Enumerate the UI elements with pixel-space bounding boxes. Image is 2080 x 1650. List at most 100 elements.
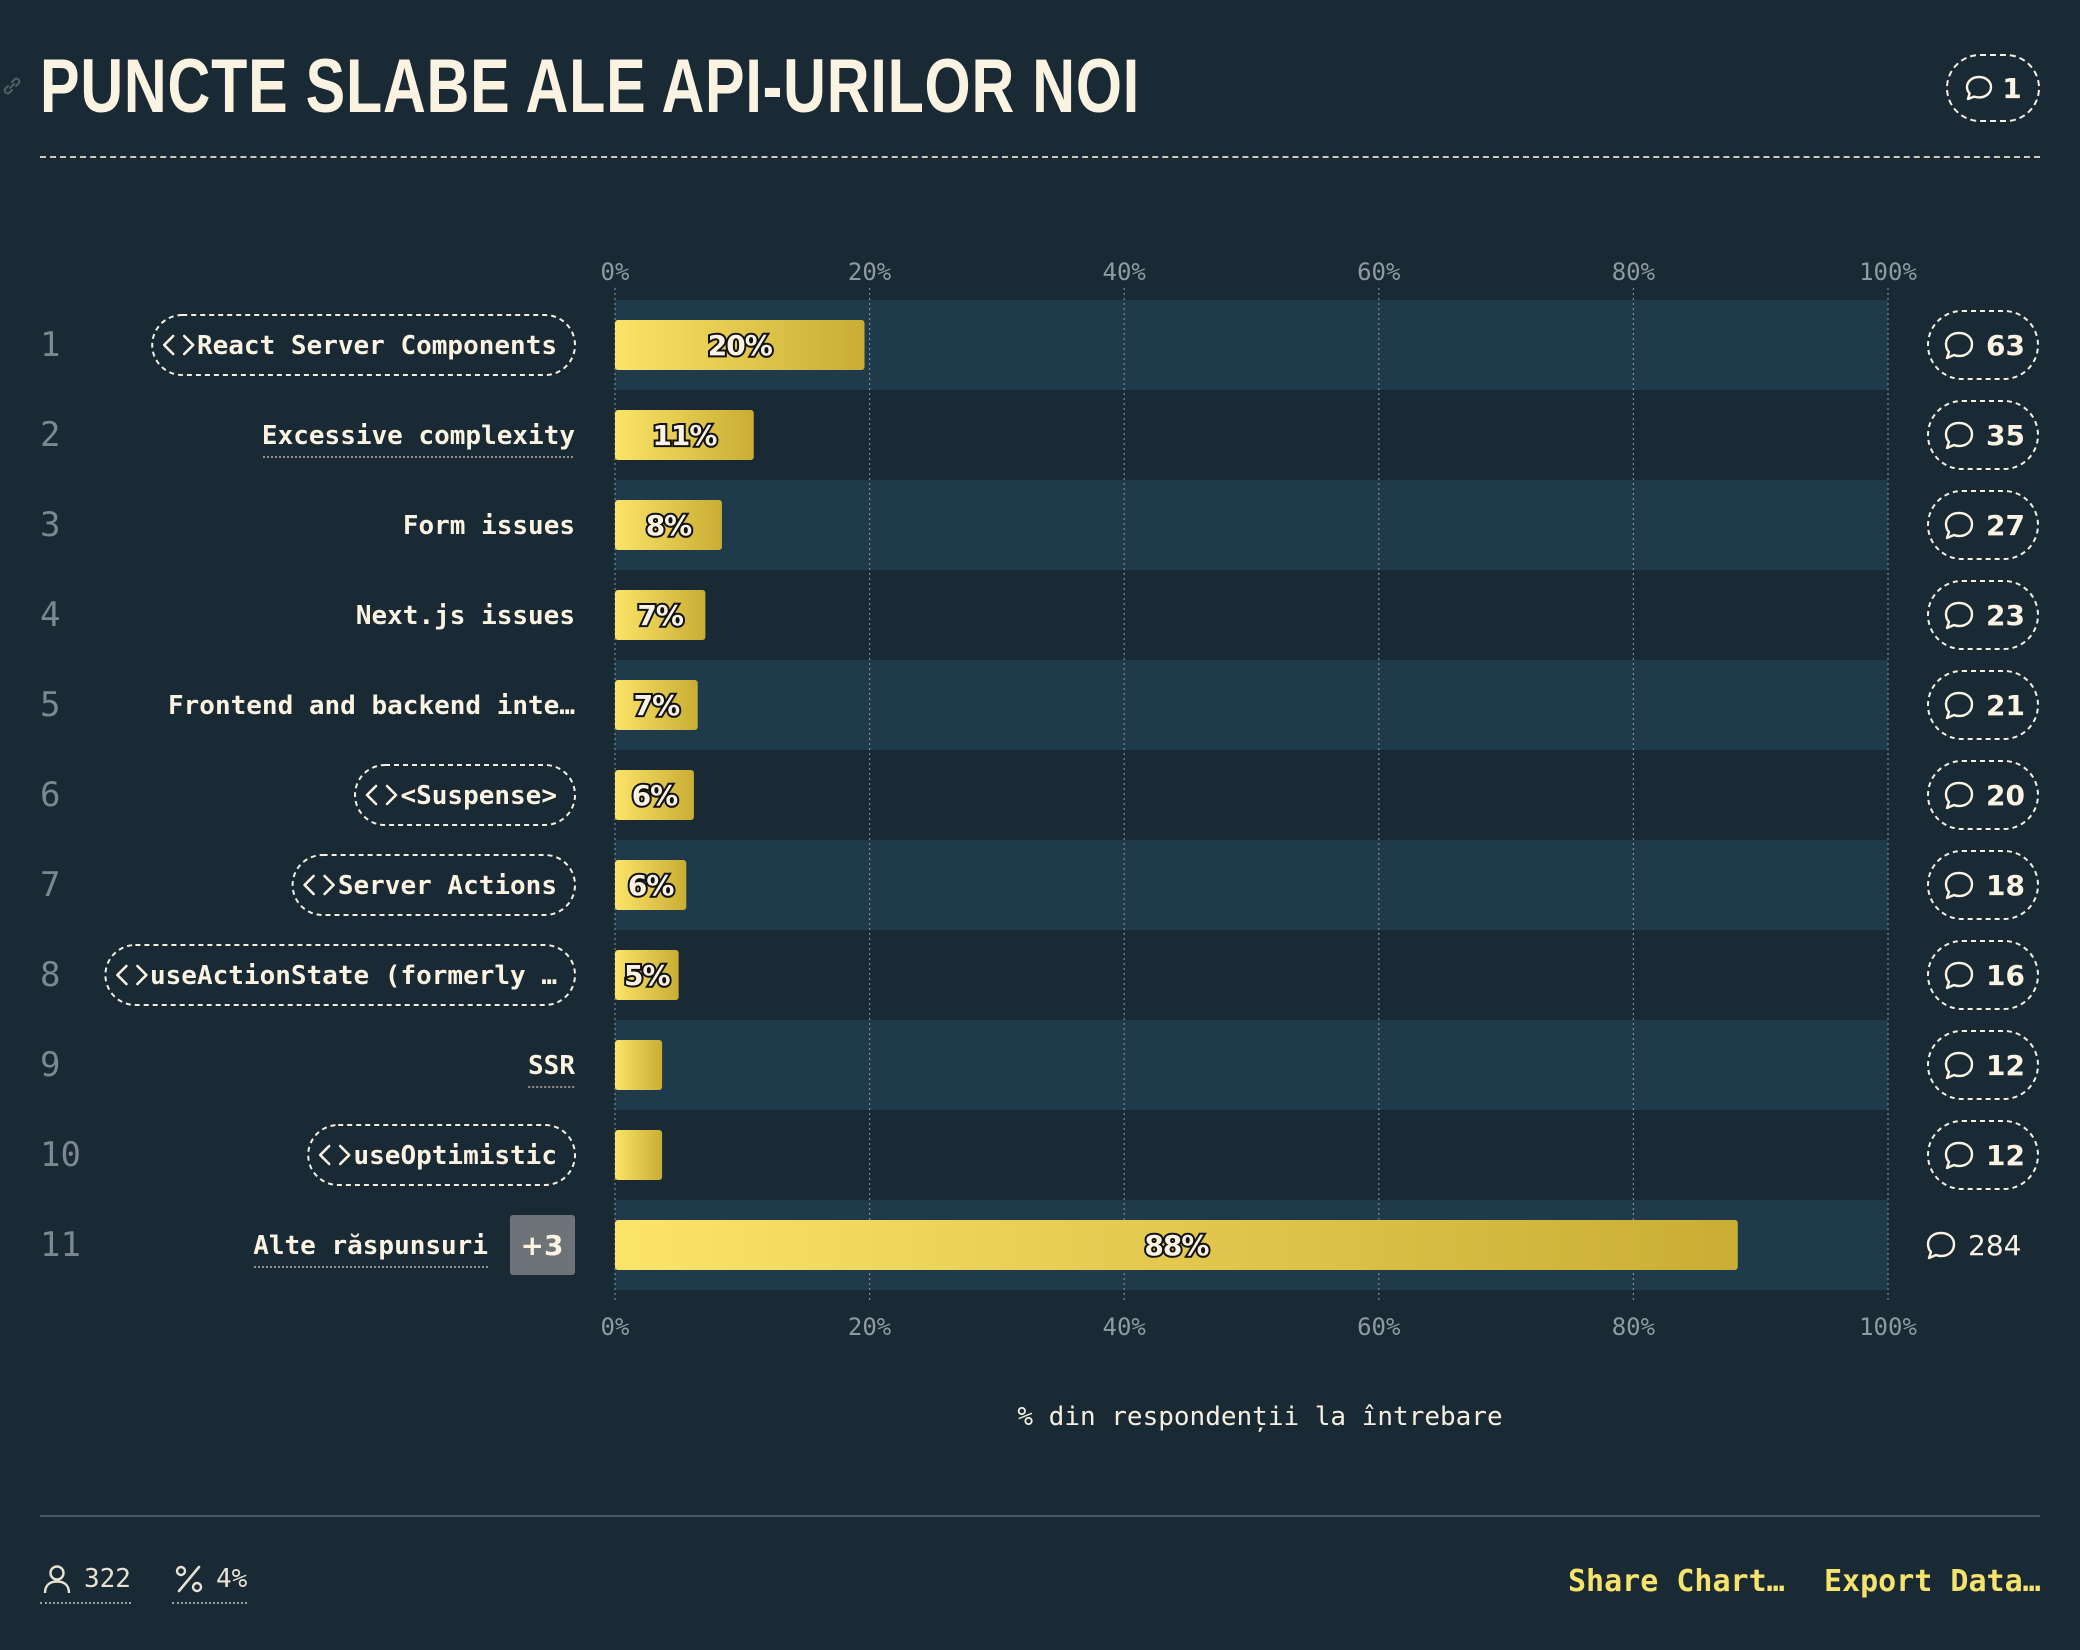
comment-count[interactable]: 12 bbox=[1986, 1139, 2025, 1172]
comment-count-button[interactable]: 35 bbox=[1927, 400, 2039, 470]
category-label-text[interactable]: Frontend and backend inte… bbox=[168, 691, 575, 721]
comment-count-button[interactable]: 20 bbox=[1927, 760, 2039, 830]
category-label[interactable]: Form issues bbox=[403, 511, 575, 541]
code-icon bbox=[338, 1144, 351, 1166]
row-rank: 3 bbox=[40, 505, 60, 545]
bar[interactable] bbox=[615, 500, 722, 550]
bar[interactable] bbox=[615, 770, 694, 820]
export-data-button[interactable]: Export Data… bbox=[1824, 1564, 2041, 1599]
x-tick-label-top: 100% bbox=[1859, 258, 1917, 286]
category-label[interactable]: +3 Alte răspunsuri bbox=[253, 1215, 575, 1275]
category-label[interactable]: Next.js issues bbox=[356, 601, 575, 631]
category-label[interactable]: useOptimistic bbox=[307, 1124, 576, 1186]
share-chart-button[interactable]: Share Chart… bbox=[1568, 1564, 1785, 1599]
category-label[interactable]: Excessive complexity bbox=[262, 421, 575, 458]
comment-count-button[interactable]: 63 bbox=[1927, 310, 2039, 380]
category-label[interactable]: <Suspense> bbox=[354, 764, 576, 826]
x-tick-label-bottom: 0% bbox=[601, 1313, 630, 1341]
category-label-text[interactable]: <Suspense> bbox=[400, 781, 557, 811]
comment-pill[interactable] bbox=[1927, 400, 2039, 470]
comment-pill[interactable] bbox=[1927, 1030, 2039, 1100]
category-label-text[interactable]: Server Actions bbox=[338, 871, 557, 901]
x-axis-title: % din respondenții la întrebare bbox=[1017, 1402, 1502, 1432]
bar[interactable] bbox=[615, 320, 865, 370]
bar[interactable] bbox=[615, 1040, 663, 1090]
respondents-stat[interactable]: 322 bbox=[40, 1562, 131, 1604]
row-rank: 5 bbox=[40, 685, 60, 725]
category-label[interactable]: React Server Components bbox=[151, 314, 576, 376]
code-icon bbox=[303, 874, 315, 896]
comment-pill[interactable] bbox=[1927, 760, 2039, 830]
category-pill[interactable] bbox=[307, 1124, 576, 1186]
comment-count-button[interactable]: 27 bbox=[1927, 490, 2039, 560]
x-tick-label-bottom: 60% bbox=[1357, 1313, 1401, 1341]
comment-pill[interactable] bbox=[1927, 490, 2039, 560]
percentage-stat[interactable]: 4% bbox=[172, 1562, 248, 1604]
bar[interactable] bbox=[615, 680, 698, 730]
bar[interactable] bbox=[615, 1130, 663, 1180]
comment-count-button[interactable]: 12 bbox=[1927, 1030, 2039, 1100]
bar-value-label: 6% bbox=[632, 779, 678, 812]
bar[interactable] bbox=[615, 950, 679, 1000]
category-pill[interactable] bbox=[291, 854, 576, 916]
bar[interactable] bbox=[615, 860, 687, 910]
row-band bbox=[615, 1020, 1888, 1110]
category-label[interactable]: SSR bbox=[528, 1051, 575, 1088]
x-tick-label-bottom: 40% bbox=[1103, 1313, 1147, 1341]
x-tick-label-bottom: 80% bbox=[1612, 1313, 1656, 1341]
comment-count[interactable]: 21 bbox=[1986, 689, 2025, 722]
percent-icon bbox=[175, 1565, 203, 1593]
category-label[interactable]: useActionState (formerly … bbox=[104, 944, 577, 1006]
category-label-text[interactable]: React Server Components bbox=[197, 331, 557, 361]
row-rank: 8 bbox=[40, 955, 60, 995]
comment-pill[interactable] bbox=[1927, 1120, 2039, 1190]
comment-icon bbox=[1944, 1141, 1974, 1170]
comments-button[interactable]: 1 bbox=[1946, 54, 2040, 122]
category-label-text[interactable]: SSR bbox=[528, 1051, 575, 1081]
comment-pill[interactable] bbox=[1927, 670, 2039, 740]
row-rank: 6 bbox=[40, 775, 60, 815]
comment-count[interactable]: 27 bbox=[1986, 509, 2025, 542]
comment-count-button[interactable]: 284 bbox=[1926, 1229, 2021, 1262]
code-icon bbox=[162, 334, 175, 356]
comment-count-button[interactable]: 21 bbox=[1927, 670, 2039, 740]
comment-count[interactable]: 20 bbox=[1986, 779, 2025, 812]
bar[interactable] bbox=[615, 1220, 1738, 1270]
comment-pill[interactable] bbox=[1927, 310, 2039, 380]
category-label-text[interactable]: Form issues bbox=[403, 511, 575, 541]
comment-count-button[interactable]: 23 bbox=[1927, 580, 2039, 650]
comment-count[interactable]: 284 bbox=[1968, 1229, 2021, 1262]
comment-pill[interactable] bbox=[1927, 940, 2039, 1010]
category-pill[interactable] bbox=[354, 764, 576, 826]
more-badge[interactable] bbox=[510, 1215, 575, 1275]
category-label-text[interactable]: Excessive complexity bbox=[262, 421, 575, 451]
comment-count[interactable]: 18 bbox=[1986, 869, 2025, 902]
comment-icon bbox=[1944, 781, 1974, 810]
bar[interactable] bbox=[615, 410, 754, 460]
x-tick-label-top: 60% bbox=[1357, 258, 1401, 286]
comment-count-button[interactable]: 16 bbox=[1927, 940, 2039, 1010]
bar-value-label: 5% bbox=[624, 959, 670, 992]
bar[interactable] bbox=[615, 590, 706, 640]
comment-count[interactable]: 63 bbox=[1986, 329, 2025, 362]
comment-pill[interactable] bbox=[1927, 850, 2039, 920]
category-label-text[interactable]: useActionState (formerly … bbox=[150, 961, 557, 991]
comment-count[interactable]: 23 bbox=[1986, 599, 2025, 632]
comment-count-button[interactable]: 18 bbox=[1927, 850, 2039, 920]
category-label[interactable]: Frontend and backend inte… bbox=[168, 691, 575, 721]
link-icon[interactable] bbox=[0, 74, 24, 98]
comment-count[interactable]: 12 bbox=[1986, 1049, 2025, 1082]
category-label-text[interactable]: Next.js issues bbox=[356, 601, 575, 631]
x-tick-label-top: 20% bbox=[848, 258, 892, 286]
comment-count-button[interactable]: 12 bbox=[1927, 1120, 2039, 1190]
row-rank: 9 bbox=[40, 1045, 60, 1085]
category-label-text[interactable]: Alte răspunsuri bbox=[253, 1231, 488, 1261]
comment-count[interactable]: 16 bbox=[1986, 959, 2025, 992]
chart-header: PUNCTE SLABE ALE API-URILOR NOI 1 bbox=[3, 40, 2040, 158]
category-pill[interactable] bbox=[151, 314, 576, 376]
comment-pill[interactable] bbox=[1927, 580, 2039, 650]
more-badge-label[interactable]: +3 bbox=[521, 1229, 564, 1262]
category-label-text[interactable]: useOptimistic bbox=[354, 1141, 558, 1171]
category-label[interactable]: Server Actions bbox=[291, 854, 576, 916]
comment-count[interactable]: 35 bbox=[1986, 419, 2025, 452]
